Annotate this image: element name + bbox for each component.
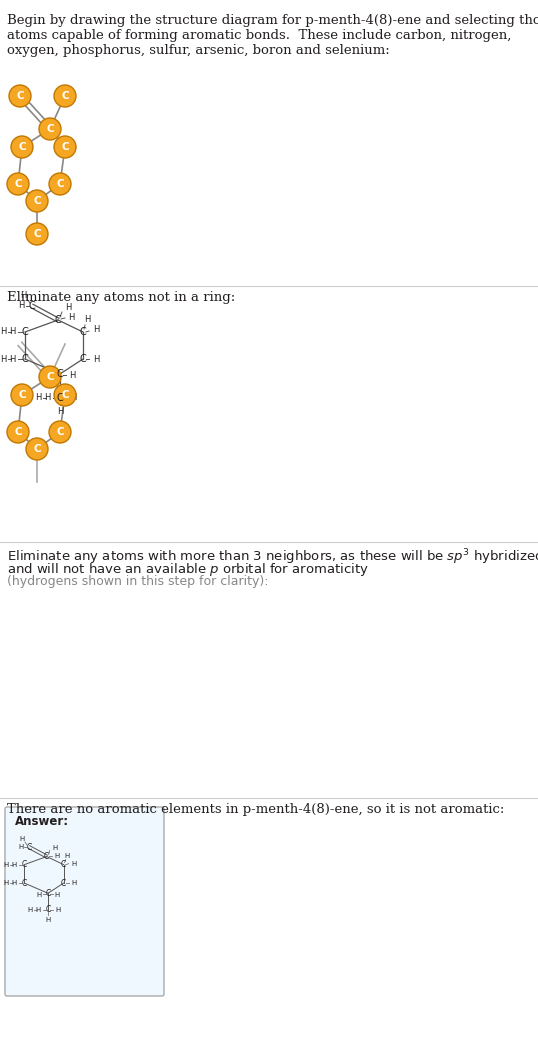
- Text: H: H: [18, 844, 24, 850]
- Text: C: C: [56, 393, 63, 403]
- Text: C: C: [14, 179, 22, 189]
- Text: H: H: [71, 880, 76, 886]
- Text: H: H: [84, 315, 90, 325]
- Text: H: H: [9, 355, 15, 363]
- Text: C: C: [29, 301, 36, 311]
- Text: C: C: [18, 142, 26, 152]
- Text: H: H: [64, 853, 69, 858]
- Text: C: C: [33, 196, 41, 206]
- Circle shape: [49, 173, 71, 195]
- Text: H: H: [54, 853, 59, 858]
- Text: C: C: [22, 879, 27, 887]
- Text: C: C: [61, 879, 66, 887]
- Text: C: C: [46, 372, 54, 382]
- Text: H: H: [4, 861, 9, 868]
- Text: H: H: [45, 917, 51, 923]
- Text: C: C: [22, 860, 27, 870]
- Text: C: C: [45, 905, 51, 915]
- Text: C: C: [33, 444, 41, 454]
- Text: C: C: [55, 315, 61, 325]
- Text: H: H: [65, 304, 71, 312]
- Text: H: H: [0, 328, 6, 336]
- Text: Eliminate any atoms with more than 3 neighbors, as these will be $\mathit{sp}^3$: Eliminate any atoms with more than 3 nei…: [7, 547, 538, 567]
- Text: C: C: [45, 888, 51, 898]
- Circle shape: [39, 366, 61, 388]
- Text: H: H: [4, 880, 9, 886]
- Circle shape: [26, 190, 48, 212]
- Text: H: H: [27, 906, 33, 912]
- Text: Begin by drawing the structure diagram for p-menth-4(8)-ene and selecting those
: Begin by drawing the structure diagram f…: [7, 14, 538, 57]
- Text: C: C: [33, 229, 41, 239]
- Text: H: H: [69, 372, 75, 380]
- Text: (hydrogens shown in this step for clarity):: (hydrogens shown in this step for clarit…: [7, 575, 268, 588]
- Text: and will not have an available $\mathit{p}$ orbital for aromaticity: and will not have an available $\mathit{…: [7, 561, 369, 578]
- Text: H: H: [44, 394, 50, 403]
- Text: C: C: [26, 843, 32, 852]
- Text: H: H: [70, 394, 76, 403]
- Circle shape: [7, 421, 29, 443]
- FancyBboxPatch shape: [5, 807, 164, 996]
- Text: H: H: [52, 845, 58, 851]
- Circle shape: [54, 136, 76, 158]
- Text: H: H: [0, 355, 6, 363]
- Text: C: C: [56, 427, 64, 437]
- Text: H: H: [93, 326, 99, 334]
- Text: C: C: [22, 354, 29, 364]
- Circle shape: [49, 421, 71, 443]
- Text: H: H: [9, 328, 15, 336]
- Text: H: H: [54, 893, 60, 898]
- Text: Eliminate any atoms not in a ring:: Eliminate any atoms not in a ring:: [7, 291, 235, 304]
- Circle shape: [11, 136, 33, 158]
- Circle shape: [11, 384, 33, 406]
- Text: C: C: [61, 91, 69, 101]
- Text: C: C: [16, 91, 24, 101]
- Text: H: H: [71, 860, 76, 867]
- Text: C: C: [56, 179, 64, 189]
- Text: H: H: [18, 302, 24, 310]
- Circle shape: [39, 118, 61, 140]
- Text: Answer:: Answer:: [15, 815, 69, 828]
- Text: C: C: [61, 142, 69, 152]
- Text: C: C: [14, 427, 22, 437]
- Circle shape: [54, 384, 76, 406]
- Text: C: C: [61, 860, 66, 870]
- Text: C: C: [56, 369, 63, 379]
- Circle shape: [26, 438, 48, 460]
- Text: H: H: [45, 372, 51, 380]
- Circle shape: [26, 223, 48, 245]
- Text: C: C: [44, 852, 49, 861]
- Text: H: H: [20, 291, 26, 301]
- Text: H: H: [37, 893, 41, 898]
- Text: H: H: [68, 313, 74, 323]
- Text: C: C: [22, 327, 29, 337]
- Text: H: H: [55, 906, 61, 912]
- Text: C: C: [46, 124, 54, 134]
- Text: H: H: [36, 906, 41, 912]
- Text: C: C: [80, 354, 87, 364]
- Circle shape: [54, 85, 76, 106]
- Text: C: C: [18, 390, 26, 400]
- Text: H: H: [93, 355, 99, 363]
- Text: H: H: [57, 406, 63, 416]
- Text: H: H: [35, 394, 41, 403]
- Text: C: C: [80, 327, 87, 337]
- Text: C: C: [61, 390, 69, 400]
- Text: H: H: [19, 836, 25, 843]
- Circle shape: [7, 173, 29, 195]
- Circle shape: [9, 85, 31, 106]
- Text: H: H: [12, 861, 17, 868]
- Text: H: H: [12, 880, 17, 886]
- Text: There are no aromatic elements in p-menth-4(8)-ene, so it is not aromatic:: There are no aromatic elements in p-ment…: [7, 803, 505, 816]
